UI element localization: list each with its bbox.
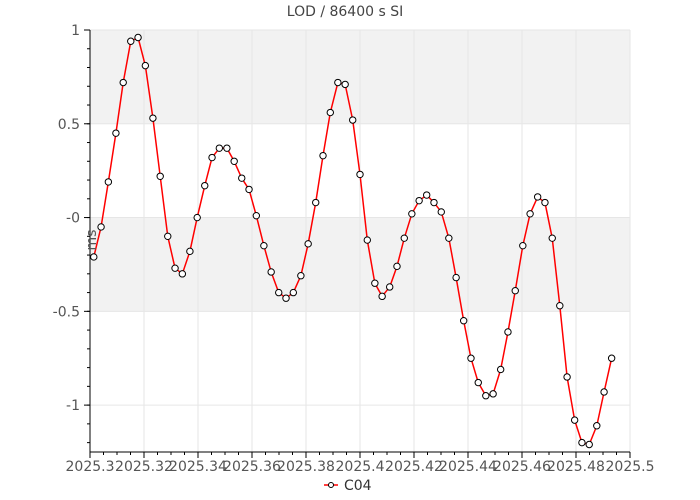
- data-point: [164, 232, 172, 241]
- data-point: [482, 392, 490, 400]
- data-point: [127, 37, 135, 45]
- data-point: [570, 416, 579, 424]
- data-point: [393, 262, 401, 271]
- y-axis-label: ms: [84, 230, 100, 251]
- legend-marker-swatch: [328, 482, 334, 488]
- x-tick-label-0: 2025.3: [66, 459, 115, 475]
- y-tick-label-1: 0.5: [58, 117, 80, 133]
- data-point: [430, 198, 438, 207]
- data-point: [496, 365, 505, 374]
- data-point: [408, 210, 416, 218]
- data-point: [112, 129, 120, 137]
- data-point: [556, 302, 564, 310]
- y-tick-label-0: 1: [71, 23, 80, 39]
- data-point: [334, 78, 342, 87]
- data-point: [356, 170, 364, 179]
- data-point: [459, 317, 468, 325]
- data-point: [445, 234, 453, 242]
- x-tick-label-6: 2025.42: [385, 459, 443, 475]
- data-point: [474, 378, 482, 387]
- data-point: [208, 153, 216, 162]
- data-point: [260, 241, 268, 250]
- data-point: [371, 279, 379, 287]
- data-point: [178, 270, 187, 278]
- data-point: [104, 178, 113, 186]
- data-point: [526, 210, 534, 218]
- x-tick-label-8: 2025.46: [493, 459, 551, 475]
- data-point: [349, 116, 357, 124]
- data-point: [437, 208, 445, 216]
- data-point: [593, 422, 601, 430]
- x-tick-label-5: 2025.4: [336, 459, 385, 475]
- data-point: [97, 223, 105, 231]
- data-point: [149, 114, 157, 122]
- data-point: [156, 172, 164, 180]
- data-point: [312, 198, 320, 207]
- chart-title: LOD / 86400 s SI: [287, 4, 403, 20]
- data-point: [548, 234, 556, 242]
- data-point: [578, 438, 586, 447]
- x-tick-label-4: 2025.38: [277, 459, 335, 475]
- data-point: [519, 241, 527, 250]
- data-point: [275, 288, 283, 297]
- data-point: [533, 193, 542, 201]
- x-tick-label-3: 2025.36: [223, 459, 281, 475]
- data-point: [467, 354, 475, 362]
- data-point: [201, 181, 209, 190]
- data-point: [215, 144, 224, 152]
- data-point: [171, 264, 179, 272]
- y-tick-label-4: -1: [66, 398, 80, 414]
- data-point: [400, 234, 408, 242]
- data-point: [141, 61, 150, 70]
- data-point: [230, 157, 238, 165]
- x-tick-label-7: 2025.44: [439, 459, 497, 475]
- data-point: [585, 440, 593, 449]
- legend[interactable]: C04: [324, 478, 372, 494]
- data-point: [119, 78, 127, 87]
- data-point: [504, 328, 512, 336]
- data-point: [326, 108, 334, 117]
- data-point: [304, 240, 312, 248]
- data-point: [378, 292, 386, 301]
- data-point: [341, 80, 349, 89]
- data-point: [223, 144, 231, 152]
- data-point: [422, 191, 431, 199]
- data-point: [267, 268, 275, 276]
- x-tick-label-10: 2025.5: [606, 459, 655, 475]
- y-tick-label-3: -0.5: [53, 304, 80, 320]
- data-point: [386, 283, 394, 291]
- data-point: [511, 287, 519, 295]
- data-point: [282, 294, 290, 302]
- data-point: [563, 373, 571, 381]
- data-point: [452, 273, 460, 282]
- y-tick-label-2: -0: [66, 211, 80, 227]
- data-point: [245, 185, 253, 194]
- data-point: [252, 211, 261, 220]
- data-point: [134, 33, 142, 42]
- x-tick-label-2: 2025.34: [169, 459, 227, 475]
- data-point: [600, 388, 608, 396]
- x-tick-label-1: 2025.32: [115, 459, 173, 475]
- data-point: [90, 253, 98, 261]
- data-point: [193, 213, 201, 222]
- x-tick-label-9: 2025.48: [547, 459, 605, 475]
- data-point: [607, 354, 616, 362]
- legend-label-c04: C04: [344, 478, 372, 494]
- data-point: [289, 288, 298, 297]
- data-point: [489, 390, 497, 398]
- data-point: [541, 198, 549, 207]
- data-point: [297, 271, 305, 280]
- data-point: [363, 236, 371, 244]
- data-point: [415, 196, 423, 205]
- data-point: [186, 247, 194, 256]
- data-point: [319, 151, 327, 160]
- data-point: [238, 174, 246, 182]
